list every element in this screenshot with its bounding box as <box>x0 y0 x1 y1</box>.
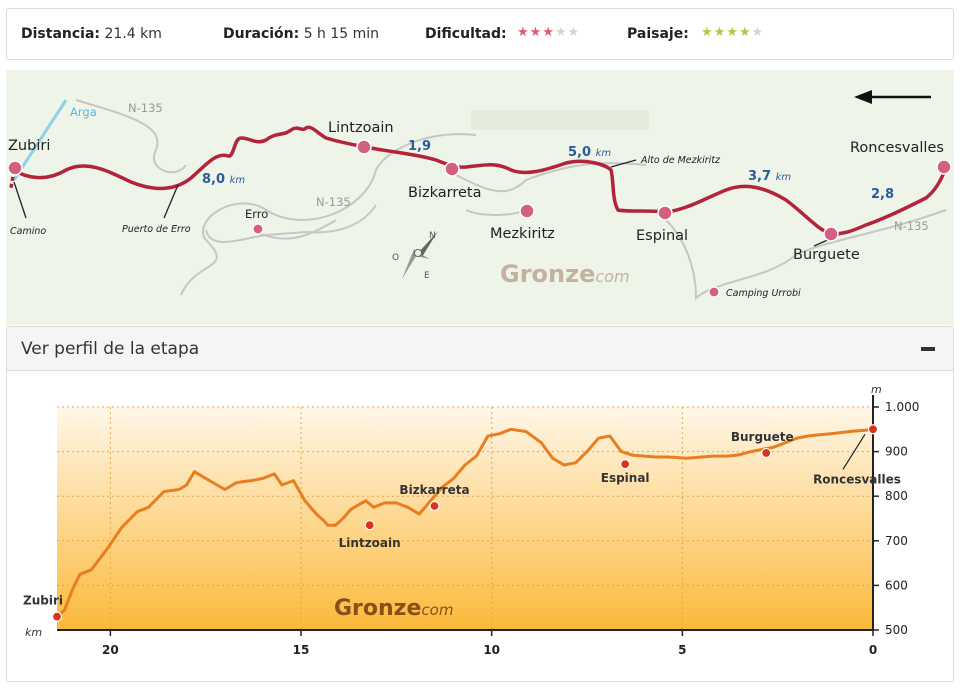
x-tick-label: 10 <box>483 643 500 657</box>
road-n135-b: N-135 <box>316 195 351 209</box>
map-watermark: Gronzecom <box>500 260 630 288</box>
label-camino: Camino <box>10 226 46 237</box>
segment-distance-5: 2,8 <box>871 187 894 202</box>
label-alto-de-mezkiritz: Alto de Mezkiritz <box>640 155 721 166</box>
road-n135-a: N-135 <box>128 101 163 115</box>
segment-distance-3: 5,0 km <box>568 145 611 160</box>
waypoint-label: Lintzoain <box>339 536 401 550</box>
scenery-star-icon: ★ <box>738 25 752 40</box>
compass-rose <box>402 231 438 279</box>
scenery-label: Paisaje: <box>627 26 689 42</box>
difficulty-star-icon: ★ <box>517 25 530 40</box>
y-tick-label: 800 <box>885 489 908 503</box>
duration-value: 5 h 15 min <box>303 26 380 42</box>
label-camping-urrobi: Camping Urrobi <box>726 288 801 299</box>
compass-e: E <box>424 271 430 281</box>
waypoint-label: Roncesvalles <box>813 472 901 486</box>
town-labels: Zubiri Lintzoain Bizkarreta Mezkiritz Es… <box>8 120 944 263</box>
scenery-stat: Paisaje: <box>627 26 689 42</box>
stage-stats-bar: Distancia: 21.4 km Duración: 5 h 15 min … <box>6 8 954 60</box>
town-burguete: Burguete <box>793 247 860 263</box>
town-bizkarreta: Bizkarreta <box>408 185 481 201</box>
map-overlay-box <box>471 110 649 130</box>
profile-watermark: Gronzecom <box>334 596 453 621</box>
profile-header[interactable]: Ver perfil de la etapa <box>7 327 953 371</box>
label-puerto-de-erro: Puerto de Erro <box>122 224 191 235</box>
elevation-profile-panel: Ver perfil de la etapa 500 600 700 800 900 1.… <box>6 326 954 682</box>
compass-o: O <box>392 253 399 263</box>
town-lintzoain: Lintzoain <box>328 120 394 136</box>
difficulty-star-icon: ★ <box>554 25 568 40</box>
town-roncesvalles: Roncesvalles <box>850 140 944 156</box>
waypoint-marker <box>364 520 375 531</box>
grid-lines <box>57 406 873 630</box>
y-tick-label: 900 <box>885 445 908 459</box>
elevation-chart: 500 600 700 800 900 1.000 20 15 10 5 0 m km Zubiri Li… <box>23 383 919 657</box>
distance-stat: Distancia: 21.4 km <box>21 26 162 42</box>
y-unit-label: m <box>871 383 882 396</box>
y-tick-label: 1.000 <box>885 400 919 414</box>
arga-river <box>12 99 68 181</box>
river-arga-label: Arga <box>70 105 97 119</box>
difficulty-star-icon: ★ <box>542 25 555 40</box>
segment-distance-2: 1,9 <box>408 139 431 154</box>
x-tick-label: 15 <box>293 643 310 657</box>
compass-n: N <box>429 231 436 241</box>
difficulty-star-icon: ★ <box>529 25 543 40</box>
waypoint-label: Espinal <box>601 471 650 485</box>
y-tick-label: 600 <box>885 578 908 592</box>
scenery-star-icon: ★ <box>701 25 714 40</box>
segment-distances: 8,0 km 1,9 5,0 km 3,7 km 2,8 <box>202 139 894 202</box>
direction-arrow <box>854 90 931 104</box>
town-erro: Erro <box>245 207 268 221</box>
x-tick-label: 5 <box>678 643 686 657</box>
waypoint-marker <box>51 611 63 622</box>
poi-labels: Camino Puerto de Erro Alto de Mezkiritz … <box>10 155 801 299</box>
scenery-star-icon: ★ <box>713 25 727 40</box>
y-tick-label: 700 <box>885 534 908 548</box>
x-unit-label: km <box>25 626 42 639</box>
waypoint-label: Zubiri <box>23 594 63 608</box>
waypoint-marker <box>761 447 772 459</box>
town-zubiri: Zubiri <box>8 138 50 154</box>
road-n135-c: N-135 <box>894 219 929 233</box>
town-espinal: Espinal <box>636 228 688 244</box>
chart-axes: 500 600 700 800 900 1.000 20 15 10 5 0 m km <box>25 383 919 657</box>
waypoint-pointer <box>842 433 866 470</box>
elevation-line <box>56 427 874 618</box>
distance-value: 21.4 km <box>104 26 162 42</box>
difficulty-stat: Dificultad: <box>425 26 507 42</box>
x-tick-label: 20 <box>102 643 119 657</box>
distance-label: Distancia: <box>21 26 101 42</box>
plot-background <box>57 407 873 630</box>
profile-title: Ver perfil de la etapa <box>21 339 200 359</box>
scenery-star-icon: ★ <box>751 25 765 40</box>
x-tick-label: 0 <box>869 643 877 657</box>
route-line <box>12 125 948 236</box>
duration-stat: Duración: 5 h 15 min <box>223 26 379 42</box>
scenery-star-icon: ★ <box>726 25 739 40</box>
waypoint-marker <box>429 500 440 512</box>
compass-letters: N O E <box>392 231 436 281</box>
roads <box>75 99 947 301</box>
waypoint-label: Bizkarreta <box>399 483 469 497</box>
waypoints: Zubiri Lintzoain Bizkarreta Espinal Burguete… <box>23 424 901 622</box>
segment-distance-4: 3,7 km <box>748 169 791 184</box>
waypoint-label: Burguete <box>731 430 794 444</box>
map-canvas: Zubiri Lintzoain Bizkarreta Mezkiritz Es… <box>7 90 952 301</box>
collapse-icon[interactable] <box>921 347 935 351</box>
difficulty-star-icon: ★ <box>567 25 581 40</box>
duration-label: Duración: <box>223 26 300 42</box>
town-mezkiritz: Mezkiritz <box>490 226 555 242</box>
road-labels: N-135 N-135 N-135 Arga <box>70 101 929 233</box>
waypoint-marker <box>867 424 879 435</box>
segment-distance-1: 8,0 km <box>202 172 245 187</box>
difficulty-rating: ★★★★★ <box>517 25 580 40</box>
stage-map[interactable]: Zubiri Lintzoain Bizkarreta Mezkiritz Es… <box>6 70 954 325</box>
town-markers <box>7 139 952 298</box>
y-tick-label: 500 <box>885 623 908 637</box>
difficulty-label: Dificultad: <box>425 26 507 42</box>
waypoint-marker <box>620 458 631 470</box>
scenery-rating: ★★★★★ <box>701 25 764 40</box>
